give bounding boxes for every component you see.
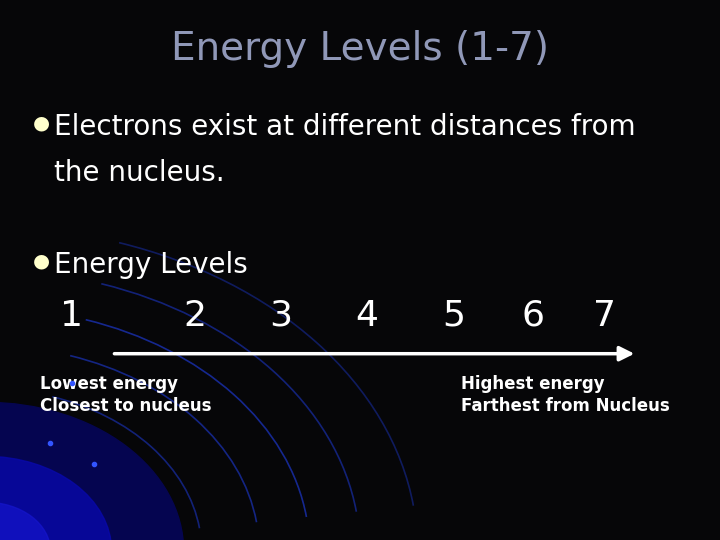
Text: Lowest energy: Lowest energy xyxy=(40,375,178,393)
Ellipse shape xyxy=(0,502,50,540)
Text: 6: 6 xyxy=(521,299,544,333)
Text: 1: 1 xyxy=(60,299,84,333)
Text: ●: ● xyxy=(32,251,50,270)
Text: 4: 4 xyxy=(356,299,379,333)
Text: ●: ● xyxy=(32,113,50,132)
Text: Electrons exist at different distances from: Electrons exist at different distances f… xyxy=(54,113,636,141)
Text: Highest energy: Highest energy xyxy=(461,375,604,393)
Text: Closest to nucleus: Closest to nucleus xyxy=(40,397,211,415)
Ellipse shape xyxy=(0,402,184,540)
Text: the nucleus.: the nucleus. xyxy=(54,159,225,187)
Text: Energy Levels: Energy Levels xyxy=(54,251,248,279)
Text: Farthest from Nucleus: Farthest from Nucleus xyxy=(461,397,670,415)
Text: 2: 2 xyxy=(183,299,206,333)
Text: 3: 3 xyxy=(269,299,292,333)
Text: 5: 5 xyxy=(442,299,465,333)
Text: Energy Levels (1-7): Energy Levels (1-7) xyxy=(171,30,549,68)
Ellipse shape xyxy=(0,456,112,540)
Text: 7: 7 xyxy=(593,299,616,333)
